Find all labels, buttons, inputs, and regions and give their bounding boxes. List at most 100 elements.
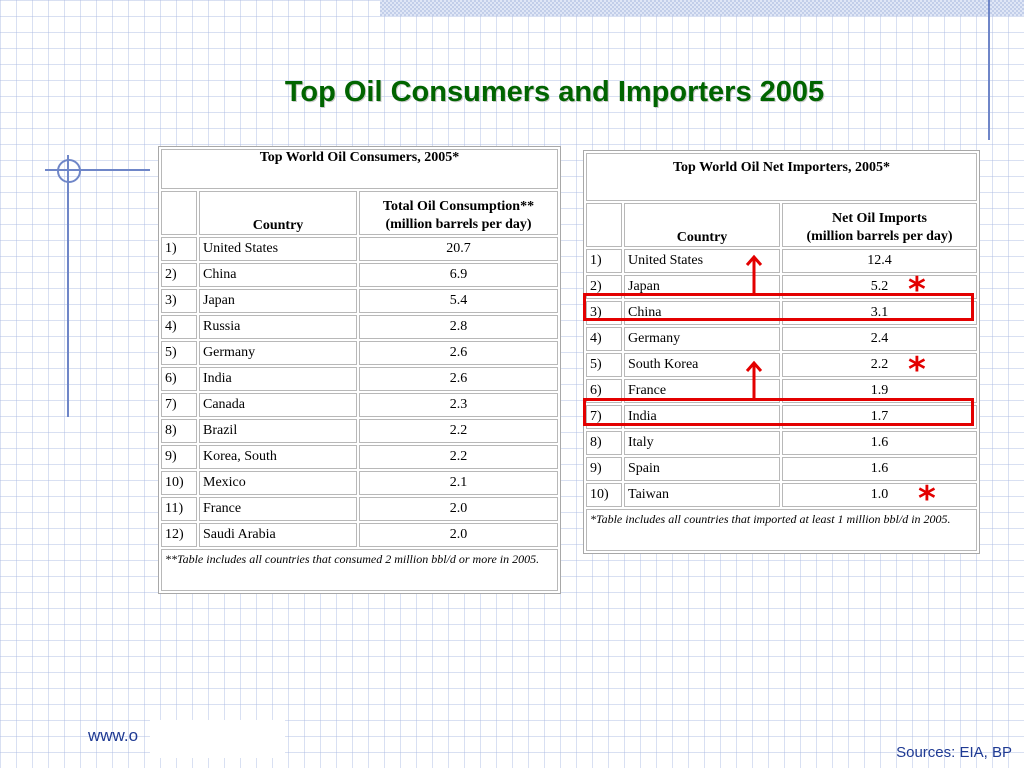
rank-cell: 7) [586,405,622,429]
country-cell: Taiwan [624,483,780,507]
value-cell: 1.0 [782,483,977,507]
table-header-row: Country Net Oil Imports (million barrels… [586,203,977,247]
value-cell: 2.2 [782,353,977,377]
decor-vertical-line-right [988,0,990,140]
country-cell: United States [199,237,357,261]
rank-cell: 1) [586,249,622,273]
rank-cell: 4) [161,315,197,339]
table-note-row: *Table includes all countries that impor… [586,509,977,551]
rank-cell: 9) [586,457,622,481]
country-cell: China [199,263,357,287]
table-header-row: Country Total Oil Consumption** (million… [161,191,558,235]
value-cell: 3.1 [782,301,977,325]
value-cell: 2.2 [359,419,558,443]
table-row: 3) China 3.1 [586,301,977,325]
asterisk-marker: * [908,350,926,390]
table-row: 10) Mexico 2.1 [161,471,558,495]
rank-cell: 2) [586,275,622,299]
rank-cell: 8) [586,431,622,455]
table-title-row: Top World Oil Consumers, 2005* [161,149,558,189]
country-cell: China [624,301,780,325]
table-row: 4) Germany 2.4 [586,327,977,351]
value-cell: 2.3 [359,393,558,417]
table-row: 7) India 1.7 [586,405,977,429]
rank-cell: 10) [161,471,197,495]
consumers-table-title: Top World Oil Consumers, 2005* [161,149,558,189]
country-cell: France [199,497,357,521]
country-cell: Italy [624,431,780,455]
value-cell: 12.4 [782,249,977,273]
importers-table-title: Top World Oil Net Importers, 2005* [586,153,977,201]
table-row: 11) France 2.0 [161,497,558,521]
header-country: Country [624,203,780,247]
highlight-box-india [583,398,974,426]
table-row: 5) South Korea 2.2 [586,353,977,377]
table-row: 4) Russia 2.8 [161,315,558,339]
table-row: 2) China 6.9 [161,263,558,287]
value-cell: 5.2 [782,275,977,299]
table-row: 7) Canada 2.3 [161,393,558,417]
footer-url-cover [150,720,285,758]
top-pattern-band [380,0,1024,16]
importers-table-container: Top World Oil Net Importers, 2005* Count… [583,150,980,554]
value-cell: 5.4 [359,289,558,313]
country-cell: Germany [624,327,780,351]
country-cell: Korea, South [199,445,357,469]
country-cell: Mexico [199,471,357,495]
table-row: 2) Japan 5.2 [586,275,977,299]
value-cell: 2.8 [359,315,558,339]
header-country: Country [199,191,357,235]
country-cell: France [624,379,780,403]
table-row: 9) Korea, South 2.2 [161,445,558,469]
country-cell: Japan [624,275,780,299]
table-row: 9) Spain 1.6 [586,457,977,481]
footer-url[interactable]: www.o [88,726,139,745]
arrow-up-icon [745,254,763,294]
country-cell: Russia [199,315,357,339]
decor-horizontal-line-left [45,169,150,171]
rank-cell: 2) [161,263,197,287]
table-row: 8) Italy 1.6 [586,431,977,455]
table-row: 8) Brazil 2.2 [161,419,558,443]
rank-cell: 6) [586,379,622,403]
importers-table-note: *Table includes all countries that impor… [586,509,977,551]
value-cell: 20.7 [359,237,558,261]
value-cell: 2.0 [359,523,558,547]
table-row: 12) Saudi Arabia 2.0 [161,523,558,547]
value-cell: 2.4 [782,327,977,351]
rank-cell: 9) [161,445,197,469]
rank-cell: 7) [161,393,197,417]
table-note-row: **Table includes all countries that cons… [161,549,558,591]
country-cell: India [624,405,780,429]
asterisk-marker: * [908,270,926,310]
rank-cell: 5) [161,341,197,365]
rank-cell: 5) [586,353,622,377]
header-consumption: Total Oil Consumption** (million barrels… [359,191,558,235]
value-cell: 2.2 [359,445,558,469]
table-row: 5) Germany 2.6 [161,341,558,365]
value-cell: 6.9 [359,263,558,287]
rank-cell: 10) [586,483,622,507]
value-cell: 2.1 [359,471,558,495]
table-row: 1) United States 12.4 [586,249,977,273]
value-cell: 2.0 [359,497,558,521]
value-cell: 1.7 [782,405,977,429]
rank-cell: 11) [161,497,197,521]
rank-cell: 3) [161,289,197,313]
value-cell: 1.6 [782,457,977,481]
sources-text: Sources: EIA, BP [896,744,1012,761]
value-cell: 2.6 [359,367,558,391]
table-title-row: Top World Oil Net Importers, 2005* [586,153,977,201]
rank-cell: 1) [161,237,197,261]
table-row: 3) Japan 5.4 [161,289,558,313]
country-cell: Canada [199,393,357,417]
arrow-up-icon [745,360,763,400]
decor-circle [57,159,81,183]
value-cell: 2.6 [359,341,558,365]
consumers-table-note: **Table includes all countries that cons… [161,549,558,591]
consumers-table: Top World Oil Consumers, 2005* Country T… [158,146,561,594]
table-row: 6) India 2.6 [161,367,558,391]
country-cell: Spain [624,457,780,481]
country-cell: Brazil [199,419,357,443]
table-row: 10) Taiwan 1.0 [586,483,977,507]
